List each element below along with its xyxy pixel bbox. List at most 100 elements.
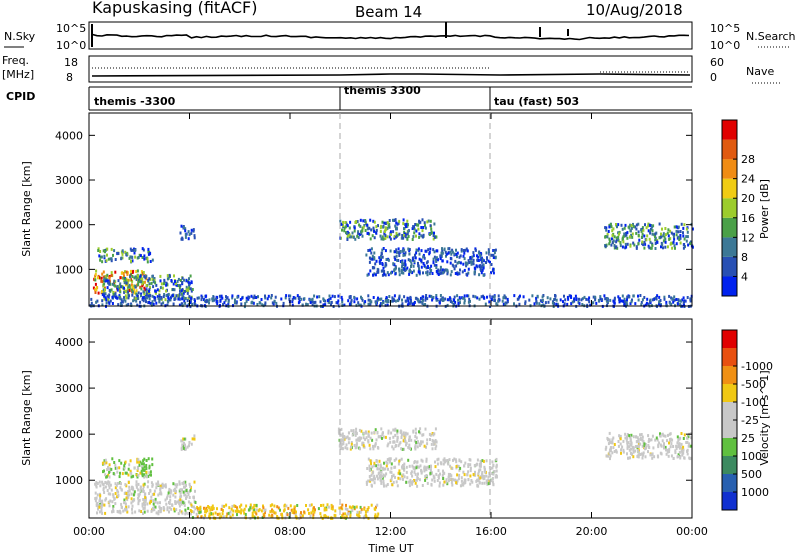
echo-cell (150, 281, 153, 285)
echo-cell (612, 227, 615, 231)
echo-cell (489, 260, 491, 264)
echo-cell (381, 436, 383, 440)
echo-cell (97, 276, 99, 280)
echo-cell (359, 303, 362, 307)
echo-cell (433, 255, 436, 259)
echo-cell (495, 457, 498, 461)
echo-cell (128, 463, 131, 467)
echo-cell (363, 224, 366, 227)
echo-cell (384, 298, 387, 302)
echo-cell (107, 298, 110, 302)
echo-cell (146, 260, 149, 264)
echo-cell (682, 243, 685, 247)
echo-cell (341, 447, 344, 451)
echo-cell (135, 278, 138, 281)
echo-cell (185, 285, 188, 289)
echo-cell (436, 271, 439, 275)
echo-cell (445, 478, 448, 482)
echo-cell (360, 429, 363, 433)
echo-cell (308, 511, 310, 515)
echo-cell (154, 291, 157, 295)
echo-cell (476, 458, 479, 462)
echo-cell (173, 288, 176, 292)
echo-cell (153, 295, 156, 299)
echo-cell (294, 296, 297, 300)
echo-cell (125, 508, 128, 512)
echo-cell (240, 503, 243, 507)
echo-cell (639, 453, 641, 456)
echo-cell (637, 298, 640, 302)
echo-cell (384, 226, 387, 230)
echo-cell (148, 288, 151, 292)
echo-cell (137, 283, 140, 287)
echo-cell (410, 265, 412, 268)
echo-cell (344, 507, 347, 511)
echo-cell (215, 300, 218, 303)
echo-cell (384, 467, 387, 471)
echo-cell (395, 250, 398, 254)
echo-cell (125, 270, 128, 274)
echo-cell (587, 298, 590, 302)
echo-cell (436, 479, 439, 482)
echo-cell (610, 441, 613, 445)
echo-cell (645, 446, 647, 449)
echo-cell (233, 301, 236, 305)
echo-cell (164, 498, 167, 502)
echo-cell (623, 300, 626, 303)
echo-cell (343, 226, 346, 230)
echo-cell (272, 509, 275, 513)
echo-cell (404, 440, 407, 444)
echo-cell (197, 296, 200, 300)
echo-cell (137, 274, 139, 278)
echo-cell (631, 298, 633, 302)
echo-cell (651, 298, 654, 302)
echo-cell (153, 277, 156, 280)
echo-cell (378, 475, 381, 478)
echo-cell (196, 296, 199, 300)
echo-cell (662, 239, 665, 243)
echo-cell (616, 225, 618, 229)
echo-cell (374, 477, 376, 481)
echo-cell (395, 231, 398, 235)
echo-cell (662, 444, 665, 448)
colorbar-swatch (722, 366, 737, 384)
colorbar-swatch (722, 474, 737, 492)
echo-cell (424, 226, 427, 230)
echo-cell (353, 229, 356, 233)
echo-cell (99, 500, 102, 504)
echo-cell (380, 481, 383, 485)
echo-cell (463, 473, 466, 477)
echo-cell (388, 436, 391, 440)
echo-cell (373, 236, 376, 240)
echo-cell (164, 485, 167, 489)
echo-cell (688, 442, 691, 446)
echo-cell (159, 286, 162, 290)
echo-cell (495, 463, 498, 467)
echo-cell (245, 504, 248, 508)
echo-cell (409, 446, 411, 450)
echo-cell (426, 465, 429, 469)
echo-cell (123, 290, 126, 294)
echo-cell (243, 305, 246, 309)
echo-cell (615, 238, 618, 242)
echo-cell (341, 300, 344, 304)
echo-cell (470, 479, 473, 482)
echo-cell (626, 242, 629, 246)
echo-cell (404, 259, 407, 263)
echo-cell (489, 467, 492, 470)
echo-cell (108, 481, 111, 485)
echo-cell (454, 458, 457, 462)
echo-cell (663, 235, 666, 239)
echo-cell (653, 455, 656, 459)
echo-cell (422, 235, 424, 239)
echo-cell (406, 432, 409, 436)
echo-cell (137, 482, 140, 486)
echo-cell (425, 474, 428, 477)
echo-cell (108, 475, 111, 479)
echo-cell (154, 281, 157, 285)
echo-cell (381, 235, 384, 239)
echo-cell (371, 465, 374, 469)
echo-cell (477, 469, 480, 473)
echo-cell (115, 484, 118, 488)
echo-cell (421, 459, 424, 463)
